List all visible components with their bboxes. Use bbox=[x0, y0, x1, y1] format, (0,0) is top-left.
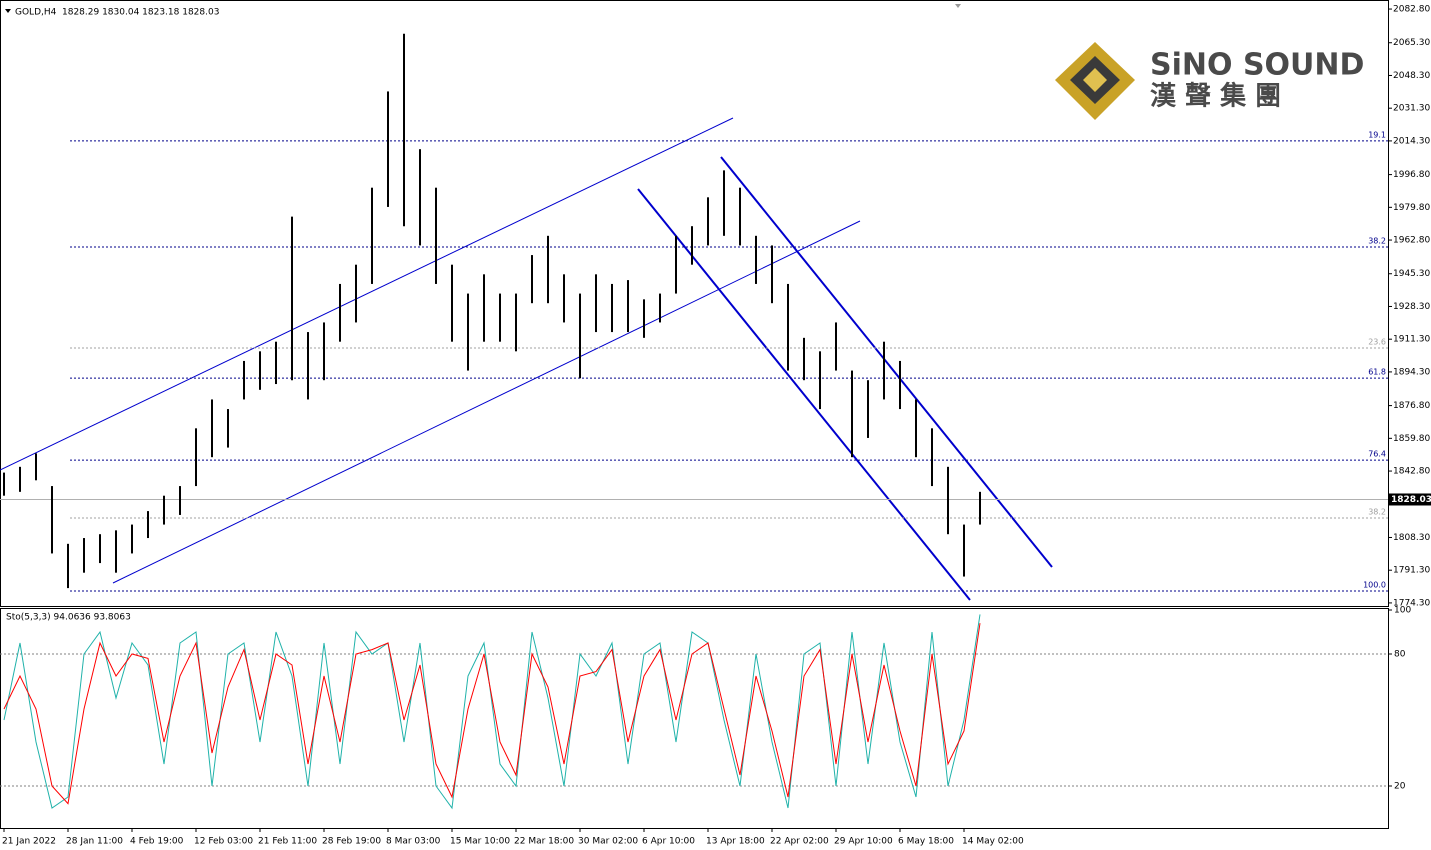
symbol-title: GOLD,H4 bbox=[15, 8, 57, 18]
last-price-box bbox=[1388, 493, 1431, 506]
y-tick-label: 1842.80 bbox=[1393, 467, 1430, 477]
fib-label: 19.1 bbox=[1368, 130, 1386, 139]
fib-label: 76.4 bbox=[1368, 450, 1386, 459]
trendlines bbox=[0, 117, 1053, 601]
logo-name: SiNO SOUND bbox=[1150, 48, 1364, 83]
fib-label: 38.2 bbox=[1368, 236, 1386, 245]
x-tick-label: 22 Mar 18:00 bbox=[514, 837, 574, 847]
x-tick-label: 21 Jan 2022 bbox=[2, 837, 56, 847]
x-tick-label: 6 May 18:00 bbox=[898, 837, 954, 847]
y-tick-label: 100 bbox=[1394, 606, 1411, 616]
trendline bbox=[720, 156, 1053, 568]
y-tick-label: 2065.30 bbox=[1393, 38, 1430, 48]
trendline bbox=[637, 188, 971, 601]
y-tick-label: 2031.30 bbox=[1393, 104, 1430, 114]
x-tick-label: 8 Mar 03:00 bbox=[386, 837, 441, 847]
y-tick-label: 1945.30 bbox=[1393, 269, 1430, 279]
y-tick-label: 80 bbox=[1394, 650, 1406, 660]
y-tick-label: 1791.30 bbox=[1393, 566, 1430, 576]
x-tick-label: 12 Feb 03:00 bbox=[194, 837, 253, 847]
y-tick-label: 1928.30 bbox=[1393, 302, 1430, 312]
y-tick-label: 2014.30 bbox=[1393, 136, 1430, 146]
x-tick-label: 13 Apr 18:00 bbox=[706, 837, 765, 847]
fib-label: 100.0 bbox=[1363, 580, 1386, 589]
x-tick-label: 21 Feb 11:00 bbox=[258, 837, 317, 847]
x-tick-label: 6 Apr 10:00 bbox=[642, 837, 695, 847]
x-tick-label: 14 May 02:00 bbox=[962, 837, 1024, 847]
menu-arrow bbox=[5, 9, 11, 13]
y-tick-label: 1894.30 bbox=[1393, 367, 1430, 377]
y-tick-label: 1962.80 bbox=[1393, 236, 1430, 246]
y-tick-label: 2082.80 bbox=[1393, 5, 1430, 15]
fib-label: 23.6 bbox=[1368, 338, 1386, 347]
stoch-line bbox=[3, 614, 981, 810]
fib-label: 38.2 bbox=[1368, 508, 1386, 517]
fib-label: 61.8 bbox=[1368, 368, 1386, 377]
x-tick-label: 28 Feb 19:00 bbox=[322, 837, 381, 847]
y-tick-label: 1911.30 bbox=[1393, 335, 1430, 345]
y-tick-label: 1774.30 bbox=[1393, 598, 1430, 608]
y-tick-label: 1876.80 bbox=[1393, 401, 1430, 411]
main-pane bbox=[0, 0, 1389, 607]
logo-mark bbox=[1083, 68, 1107, 92]
stoch-pane bbox=[0, 608, 1389, 829]
x-tick-label: 15 Mar 10:00 bbox=[450, 837, 510, 847]
stoch-line bbox=[3, 623, 981, 805]
y-tick-label: 1859.80 bbox=[1393, 434, 1430, 444]
stoch-title: Sto(5,3,3) 94.0636 93.8063 bbox=[6, 613, 131, 623]
x-tick-label: 4 Feb 19:00 bbox=[130, 837, 184, 847]
y-tick-label: 20 bbox=[1394, 782, 1406, 792]
x-tick-label: 30 Mar 02:00 bbox=[578, 837, 638, 847]
y-tick-label: 1979.80 bbox=[1393, 203, 1430, 213]
logo: SiNO SOUND 漢 聲 集 團 bbox=[1055, 42, 1364, 120]
scroll-marker bbox=[955, 4, 961, 8]
y-tick-label: 1996.80 bbox=[1393, 170, 1430, 180]
x-tick-label: 28 Jan 11:00 bbox=[66, 837, 123, 847]
y-tick-label: 1808.30 bbox=[1393, 533, 1430, 543]
y-tick-label: 2048.30 bbox=[1393, 71, 1430, 81]
trendline bbox=[0, 117, 734, 471]
logo-chinese: 漢 聲 集 團 bbox=[1150, 81, 1281, 112]
x-tick-label: 22 Apr 02:00 bbox=[770, 837, 829, 847]
ohlc-text: 1828.29 1830.04 1823.18 1828.03 bbox=[62, 8, 219, 18]
last-price-label: 1828.03 bbox=[1391, 495, 1431, 505]
x-tick-label: 29 Apr 10:00 bbox=[834, 837, 893, 847]
trendline bbox=[112, 220, 861, 584]
